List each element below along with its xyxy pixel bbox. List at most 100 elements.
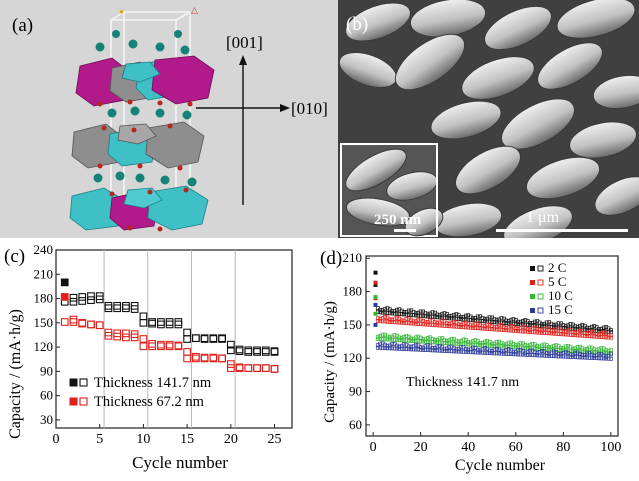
chart-d-ytick-label: 210 (343, 250, 363, 265)
chart-d-point-charge (597, 326, 601, 331)
chart-c-point-discharge (78, 297, 87, 305)
chart-d-point-discharge (387, 337, 392, 342)
chart-d-point-charge (390, 317, 395, 322)
chart-d-point-discharge (604, 356, 609, 361)
chart-d-point-charge (421, 337, 426, 342)
chart-d-point-charge (444, 321, 449, 326)
chart-d-point-discharge (597, 356, 601, 361)
chart-d-legend-label: 15 C (548, 302, 573, 317)
chart-c-point-discharge (104, 328, 113, 337)
chart-d-point-discharge (459, 317, 464, 322)
chart-d-point-charge (375, 316, 380, 321)
chart-d-point-discharge (578, 355, 582, 360)
chart-d-point-discharge (380, 337, 385, 342)
chart-d-point-discharge (444, 316, 449, 320)
sem-nanoplates (338, 0, 639, 238)
chart-d-point-charge (542, 342, 547, 347)
chart-d-legend-label: 5 C (548, 274, 566, 289)
chart-d-point-discharge (378, 310, 383, 315)
chart-d-point-discharge (509, 321, 513, 326)
chart-d-point-discharge (394, 311, 399, 316)
chart-d-point-discharge (570, 348, 575, 353)
chart-c-point-discharge (87, 320, 95, 329)
chart-d-point-charge (537, 328, 542, 333)
chart-d-point-charge (506, 347, 511, 352)
chart-d-legend-label: 10 C (548, 288, 573, 303)
chart-d-point-discharge (430, 314, 435, 319)
chart-d-point-charge (535, 344, 540, 349)
chart-c-point-discharge (113, 301, 122, 310)
chart-d-point-discharge (392, 337, 397, 342)
chart-d-point-discharge (456, 341, 461, 346)
chart-d-point-charge (402, 310, 406, 315)
chart-d-point-charge (499, 349, 504, 354)
chart-c-point-discharge (174, 342, 183, 351)
chart-d-point-discharge (394, 338, 399, 342)
chart-d-point-discharge (532, 346, 537, 351)
chart-d-point-charge (511, 350, 516, 354)
chart-d-xtick-label: 40 (461, 440, 475, 455)
chart-d-xtick-label: 60 (509, 440, 523, 455)
chart-d-point-discharge (606, 351, 611, 356)
chart-d-point-charge (573, 331, 578, 336)
chart-d-point-charge (390, 309, 395, 314)
octahedra-layer-top (75, 55, 215, 107)
chart-d-point-charge (387, 335, 392, 340)
chart-d-point-charge (597, 332, 601, 337)
chart-d-point-discharge (482, 319, 487, 324)
chart-d-point-discharge (390, 311, 395, 316)
chart-d-point-charge (413, 335, 418, 340)
chart-c-point-discharge (183, 354, 191, 363)
chart-d-point-discharge (585, 328, 590, 333)
chart-c-point-charge (244, 346, 253, 355)
chart-c-point-charge (60, 293, 69, 301)
chart-d-point-discharge (528, 346, 532, 351)
chart-d-point-discharge (539, 346, 544, 351)
chart-d-point-charge (411, 319, 416, 324)
chart-d-point-charge (487, 348, 492, 353)
chart-d-point-discharge (428, 314, 433, 319)
chart-d-point-charge (528, 327, 532, 332)
chart-d-point-discharge (563, 332, 568, 337)
chart-d-point-discharge (501, 351, 506, 356)
chart-d-point-charge (563, 324, 568, 329)
chart-d-point-charge (378, 317, 383, 322)
chart-d-point-discharge (582, 355, 587, 360)
chart-d-point-charge (456, 339, 461, 344)
chart-d-point-charge (556, 321, 561, 326)
chart-d-point-charge (582, 347, 587, 352)
cell-axis-marker-red: △ (191, 5, 198, 15)
chart-d-point-discharge (428, 340, 433, 344)
chart-d-point-discharge (589, 334, 594, 339)
chart-d-point-discharge (499, 351, 504, 356)
chart-d-point-discharge (375, 345, 380, 350)
chart-d-ytick-label: 90 (349, 384, 362, 399)
chart-d-point-charge (497, 323, 502, 328)
chart-d-point-charge (528, 320, 532, 325)
chart-d-series (373, 302, 613, 361)
chart-c-legend-label: Thickness 67.2 nm (94, 394, 205, 410)
chart-d-point-discharge (421, 339, 426, 344)
chart-d-point-discharge (485, 326, 490, 331)
chart-d-point-charge (589, 324, 594, 329)
chart-d-point-charge (466, 339, 471, 344)
chart-d-point-discharge (425, 322, 430, 327)
chart-d-point-charge (378, 341, 383, 346)
chart-d-point-charge (563, 344, 568, 349)
chart-d-point-charge (494, 346, 499, 351)
chart-d-point-discharge (447, 341, 452, 346)
chart-d-point-charge (592, 354, 597, 358)
chart-d-point-discharge (413, 347, 418, 352)
chart-d-point-discharge (482, 343, 487, 348)
chart-c-point-charge (87, 292, 95, 300)
chart-d-point-charge (520, 324, 525, 329)
main-scale-label: 1 μm (526, 209, 560, 226)
chart-d-point-discharge (482, 326, 487, 331)
chart-d-point-discharge (578, 333, 582, 338)
chart-d-point-discharge (413, 321, 418, 326)
chart-d-point-discharge (587, 334, 592, 339)
chart-d-point-charge (561, 330, 566, 335)
chart-c-point-discharge (113, 329, 122, 338)
chart-d-point-discharge (440, 323, 445, 328)
chart-d-point-discharge (392, 311, 397, 316)
